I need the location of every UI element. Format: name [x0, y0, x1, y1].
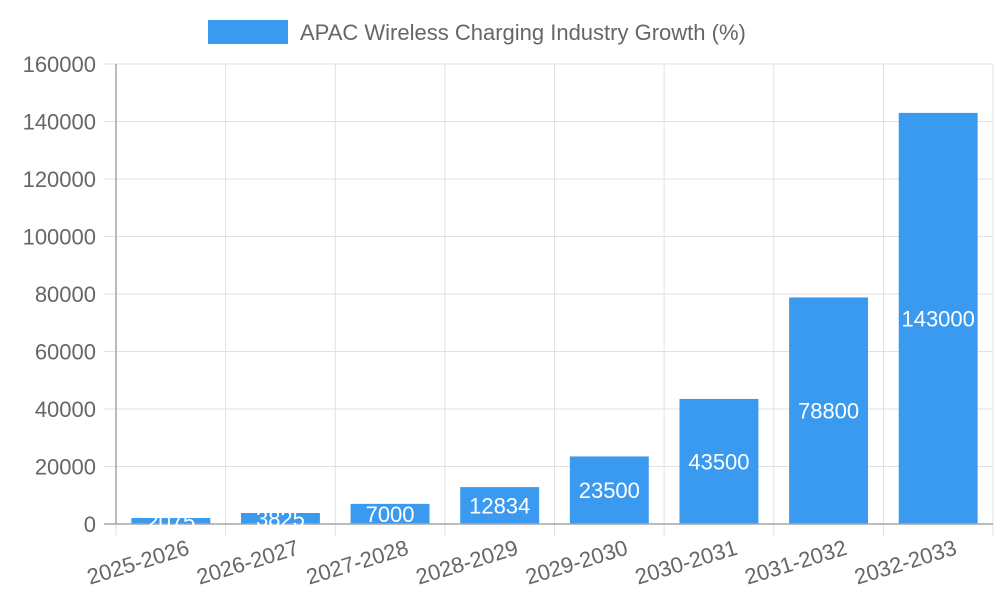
bars [131, 112, 978, 524]
bar-2026-2027[interactable] [240, 513, 320, 524]
y-tick-label: 0 [84, 512, 96, 537]
x-tick-label: 2029-2030 [523, 535, 631, 590]
bar-2028-2029[interactable] [460, 487, 540, 524]
y-tick-label: 160000 [23, 52, 96, 77]
bar-2027-2028[interactable] [350, 503, 430, 524]
bar-2025-2026[interactable] [131, 518, 211, 524]
x-tick-label: 2025-2026 [84, 535, 192, 590]
data-labels: 2075 3825 7000 12834 23500 43500 78800 143000 [146, 306, 975, 534]
x-tick-label: 2032-2033 [851, 535, 959, 590]
data-label: 43500 [688, 449, 749, 474]
data-label: 12834 [469, 494, 530, 519]
data-label: 2075 [146, 509, 195, 534]
y-tick-label: 80000 [35, 282, 96, 307]
x-axis-ticks: 2025-2026 2026-2027 2027-2028 2028-2029 2029… [84, 535, 959, 590]
data-label: 23500 [579, 478, 640, 503]
y-tick-label: 100000 [23, 225, 96, 250]
axes [104, 64, 993, 525]
legend-swatch [208, 20, 288, 44]
data-label: 143000 [901, 306, 974, 331]
bar-2030-2031[interactable] [679, 398, 759, 524]
legend-label: APAC Wireless Charging Industry Growth (… [300, 20, 746, 45]
bar-2029-2030[interactable] [569, 456, 649, 524]
x-tick-label: 2026-2027 [194, 535, 302, 590]
y-axis-ticks: 0 20000 40000 60000 80000 100000 120000 140000 1… [23, 52, 96, 537]
bar-2032-2033[interactable] [898, 112, 978, 524]
data-label: 78800 [798, 399, 859, 424]
grid-lines [104, 63, 994, 536]
data-label: 7000 [366, 502, 415, 527]
x-tick-label: 2027-2028 [303, 535, 411, 590]
x-tick-label: 2031-2032 [742, 535, 850, 590]
y-tick-label: 60000 [35, 340, 96, 365]
y-tick-label: 120000 [23, 167, 96, 192]
y-tick-label: 140000 [23, 110, 96, 135]
y-tick-label: 40000 [35, 397, 96, 422]
x-tick-label: 2030-2031 [632, 535, 740, 590]
bar-2031-2032[interactable] [789, 297, 869, 524]
legend[interactable]: APAC Wireless Charging Industry Growth (… [208, 20, 746, 45]
data-label: 3825 [256, 507, 305, 532]
x-tick-label: 2028-2029 [413, 535, 521, 590]
y-tick-label: 20000 [35, 455, 96, 480]
